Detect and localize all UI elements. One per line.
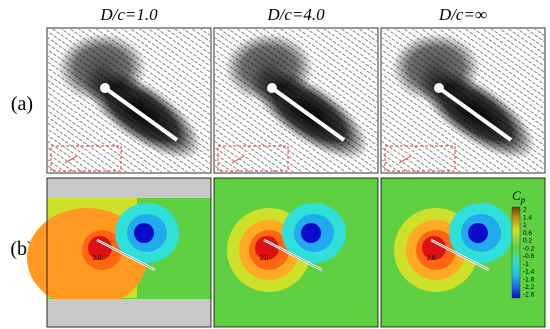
highlight-box bbox=[50, 145, 122, 172]
red-arrow bbox=[398, 155, 412, 164]
plate-edge bbox=[267, 83, 277, 93]
red-arrow bbox=[231, 155, 245, 164]
blocked-region bbox=[47, 178, 211, 198]
panel-frame bbox=[213, 177, 379, 328]
field-red bbox=[422, 236, 446, 260]
plate-outline bbox=[430, 239, 490, 271]
vector-cloud bbox=[57, 33, 147, 103]
plate bbox=[437, 86, 513, 142]
column-title: D/c=∞ bbox=[438, 5, 487, 24]
vector-cloud bbox=[391, 33, 481, 103]
blocked-region bbox=[47, 299, 211, 327]
colorbar-tick-label: 1.4 bbox=[523, 214, 532, 221]
column-title: D/c=1.0 bbox=[99, 5, 158, 24]
contour-panel: 2.0 bbox=[27, 178, 211, 327]
field-blue bbox=[134, 223, 154, 243]
colorbar-tick-label: -0.6 bbox=[523, 253, 535, 260]
panel-frame bbox=[46, 177, 212, 328]
contour-panel: 2.0 bbox=[214, 178, 378, 327]
row-label: (a) bbox=[11, 93, 33, 115]
colorbar-tick-label: -2.6 bbox=[523, 292, 535, 299]
colorbar-tick-label: 2 bbox=[523, 207, 527, 214]
colorbar-subscript: p bbox=[520, 195, 526, 205]
field-blue bbox=[301, 223, 321, 243]
colorbar-tick-label: 1 bbox=[523, 222, 527, 229]
plate bbox=[270, 86, 346, 142]
colorbar-tick-label: -1.8 bbox=[523, 276, 535, 283]
column-title: D/c=4.0 bbox=[266, 5, 325, 24]
colorbar-tick-label: 0.6 bbox=[523, 230, 532, 237]
vector-panel bbox=[46, 27, 212, 174]
field-red bbox=[255, 236, 279, 260]
colorbar-tick-label: 0.2 bbox=[523, 238, 532, 245]
highlight-box bbox=[384, 145, 456, 172]
vector-panel bbox=[380, 27, 546, 174]
red-arrow bbox=[64, 155, 78, 164]
contour-label: 2.0 bbox=[260, 254, 269, 262]
plate-outline bbox=[263, 239, 323, 271]
contour-label: 2.0 bbox=[427, 254, 436, 262]
colorbar-scale bbox=[511, 206, 521, 299]
colorbar-tick-label: -1.4 bbox=[523, 269, 535, 276]
colorbar-tick-label: -0.2 bbox=[523, 245, 535, 252]
plate-edge bbox=[100, 83, 110, 93]
panel-frame bbox=[380, 177, 546, 328]
vector-cloud bbox=[224, 33, 314, 103]
highlight-box bbox=[217, 145, 289, 172]
field-red bbox=[88, 236, 112, 260]
colorbar-tick-label: -1 bbox=[523, 261, 529, 268]
colorbar-tick-label: -2.2 bbox=[523, 284, 535, 291]
vector-panel bbox=[213, 27, 379, 174]
plate-edge bbox=[434, 83, 444, 93]
plate-outline bbox=[96, 239, 156, 271]
plate bbox=[103, 86, 179, 142]
field-blue bbox=[468, 223, 488, 243]
contour-label: 2.0 bbox=[93, 254, 102, 262]
